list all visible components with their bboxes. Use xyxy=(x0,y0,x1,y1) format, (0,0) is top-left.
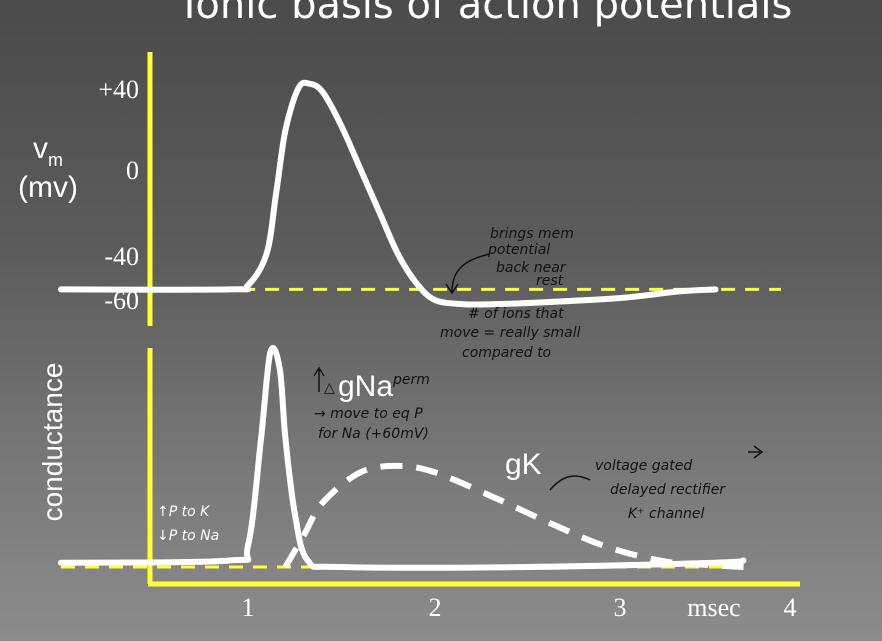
note-na-plus60: for Na (+60mV) xyxy=(318,426,429,442)
note-voltage-gated: voltage gated xyxy=(595,458,692,474)
gna-label: gNaperm xyxy=(338,370,430,403)
vm-ylabel-unit: (mv) xyxy=(18,171,78,204)
note-move-to-eq: → move to eq P xyxy=(314,406,423,422)
note-up-p-to-k: ↑P to K xyxy=(157,504,211,520)
note-arrowhead-icon xyxy=(445,283,459,295)
slide-title: Ionic basis of action potentials xyxy=(184,0,793,28)
vm-ylabel-sub: m xyxy=(48,150,63,170)
note-down-p-to-na: ↓P to Na xyxy=(157,528,219,544)
note-compared-to: compared to xyxy=(462,345,551,361)
k-arrow-icon xyxy=(549,445,764,491)
vm-ylabel: vm xyxy=(33,132,63,170)
note-rest: rest xyxy=(536,273,564,289)
note-brings-mem: brings mem xyxy=(490,226,574,242)
vm-ylabel-main: v xyxy=(33,132,48,165)
conductance-ylabel: conductance xyxy=(37,363,68,522)
conductance-panel: conductance 1 2 3 msec 4 gNaperm gK △ → … xyxy=(37,344,800,622)
gna-perm-note: perm xyxy=(392,372,430,388)
gna-label-text: gNa xyxy=(338,370,393,403)
vm-panel: vm (mv) +40 0 -40 -60 brings mem potenti… xyxy=(18,52,781,361)
note-really-small: move = really small xyxy=(440,325,581,341)
note-potential: potential xyxy=(487,242,550,258)
vm-tick-minus40: -40 xyxy=(104,242,139,271)
up-arrow-icon xyxy=(313,366,325,392)
triangle-delta-icon: △ xyxy=(324,380,335,396)
gk-label: gK xyxy=(505,448,542,481)
x-tick-4: 4 xyxy=(784,593,797,622)
x-unit-label: msec xyxy=(687,593,740,622)
note-ions-that: # of ions that xyxy=(468,306,564,322)
x-tick-1: 1 xyxy=(242,593,255,622)
note-delayed-rectifier: delayed rectifier xyxy=(610,482,726,498)
action-potential-curve xyxy=(58,79,719,308)
x-tick-3: 3 xyxy=(614,593,627,622)
note-back-near: back near xyxy=(496,260,567,276)
x-tick-2: 2 xyxy=(429,593,442,622)
note-arrow-icon xyxy=(451,253,491,293)
note-k-channel: K⁺ channel xyxy=(628,506,705,522)
gna-curve xyxy=(58,344,747,571)
vm-tick-plus40: +40 xyxy=(98,75,139,104)
vm-tick-0: 0 xyxy=(126,156,139,185)
